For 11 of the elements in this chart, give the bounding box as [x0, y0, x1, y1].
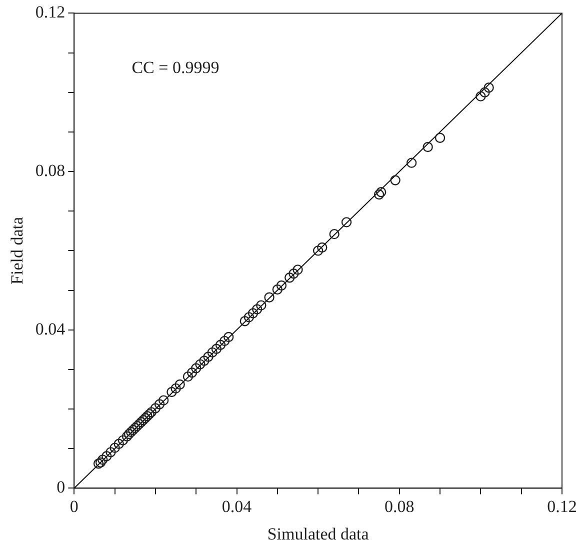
y-tick-label: 0.12 [35, 2, 66, 22]
y-tick-label: 0.08 [35, 161, 66, 180]
annotation: CC = 0.9999 [132, 58, 220, 78]
y-tick-label: 0.04 [35, 319, 66, 338]
x-tick-label: 0.08 [384, 496, 414, 516]
x-tick-label: 0.12 [547, 496, 577, 516]
x-tick-label: 0 [70, 496, 78, 516]
x-axis-title: Simulated data [267, 524, 370, 544]
y-tick-label: 0 [56, 478, 66, 497]
x-tick-label: 0.04 [222, 496, 252, 516]
y-axis-title: Field data [8, 216, 27, 284]
